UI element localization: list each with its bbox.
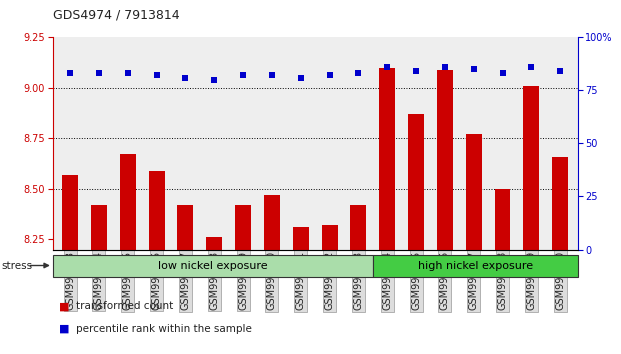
Bar xyxy=(552,156,568,250)
Point xyxy=(181,75,191,80)
Point xyxy=(325,73,335,78)
Bar xyxy=(379,68,395,250)
Point xyxy=(296,75,306,80)
Point xyxy=(353,70,363,76)
Point xyxy=(65,70,75,76)
Bar xyxy=(91,205,107,250)
Bar xyxy=(322,225,337,250)
Bar xyxy=(373,255,578,277)
Point xyxy=(411,68,421,74)
Bar xyxy=(350,205,366,250)
Point xyxy=(497,70,507,76)
Point xyxy=(267,73,277,78)
Bar xyxy=(235,205,251,250)
Bar xyxy=(408,114,424,250)
Bar xyxy=(148,171,165,250)
Bar xyxy=(206,238,222,250)
Point xyxy=(469,66,479,72)
Text: ■: ■ xyxy=(59,324,70,333)
Text: ■: ■ xyxy=(59,301,70,311)
Point xyxy=(238,73,248,78)
Text: low nickel exposure: low nickel exposure xyxy=(158,261,268,271)
Point xyxy=(152,73,161,78)
Point xyxy=(555,68,565,74)
Bar xyxy=(437,69,453,250)
Bar xyxy=(293,227,309,250)
Bar xyxy=(53,255,373,277)
Bar xyxy=(495,189,510,250)
Text: percentile rank within the sample: percentile rank within the sample xyxy=(76,324,252,333)
Bar xyxy=(62,175,78,250)
Bar xyxy=(178,205,193,250)
Bar xyxy=(524,86,539,250)
Text: GDS4974 / 7913814: GDS4974 / 7913814 xyxy=(53,9,179,22)
Text: transformed count: transformed count xyxy=(76,301,174,311)
Bar xyxy=(120,154,135,250)
Text: stress: stress xyxy=(2,261,33,271)
Point xyxy=(123,70,133,76)
Text: high nickel exposure: high nickel exposure xyxy=(418,261,533,271)
Bar xyxy=(264,195,280,250)
Point xyxy=(94,70,104,76)
Point xyxy=(527,64,537,70)
Point xyxy=(440,64,450,70)
Point xyxy=(209,77,219,82)
Bar xyxy=(466,134,482,250)
Point xyxy=(383,64,392,70)
